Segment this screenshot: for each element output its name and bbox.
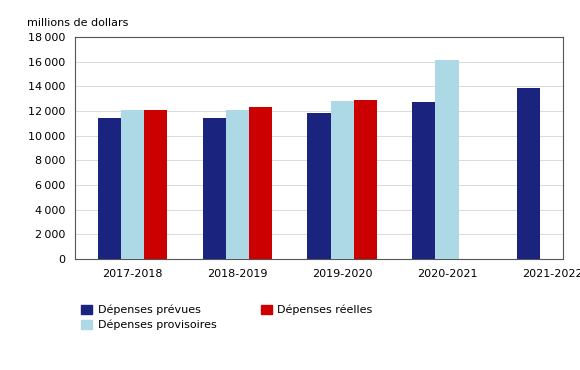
- Bar: [144, 110, 167, 259]
- Text: millions de dollars: millions de dollars: [27, 18, 128, 28]
- Bar: [226, 110, 249, 259]
- Bar: [97, 118, 121, 259]
- Bar: [436, 60, 459, 259]
- Legend: Dépenses prévues, Dépenses provisoires, Dépenses réelles: Dépenses prévues, Dépenses provisoires, …: [81, 305, 373, 330]
- Bar: [202, 118, 226, 259]
- Bar: [121, 110, 144, 259]
- Bar: [249, 107, 272, 259]
- Bar: [412, 102, 436, 259]
- Bar: [354, 100, 377, 259]
- Bar: [307, 114, 331, 259]
- Bar: [331, 101, 354, 259]
- Bar: [517, 88, 541, 259]
